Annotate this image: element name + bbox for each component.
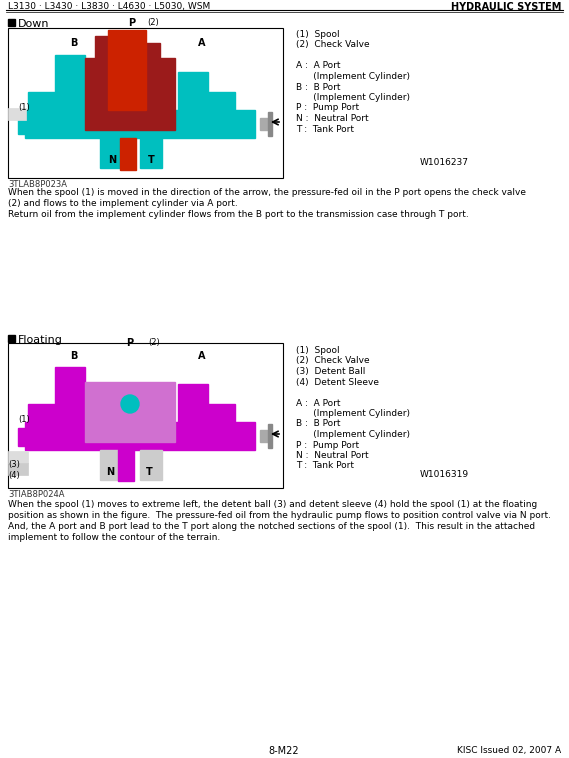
Text: T: T (148, 155, 155, 165)
Bar (268, 112, 272, 136)
Text: (2)  Check Valve: (2) Check Valve (296, 40, 370, 49)
Bar (85, 382, 175, 442)
Bar (108, 30, 146, 110)
Text: T :  Tank Port: T : Tank Port (296, 462, 354, 471)
Bar (8, 335, 15, 342)
Text: (4): (4) (8, 471, 20, 480)
Text: 8-M22: 8-M22 (269, 746, 299, 756)
Bar (140, 43, 160, 58)
Text: B: B (70, 351, 77, 361)
Text: (3)  Detent Ball: (3) Detent Ball (296, 367, 365, 376)
Text: (Implement Cylinder): (Implement Cylinder) (296, 93, 410, 102)
Text: HYDRAULIC SYSTEM: HYDRAULIC SYSTEM (451, 2, 561, 12)
Bar (118, 449, 134, 481)
Text: position as shown in the figure.  The pressure-fed oil from the hydraulic pump f: position as shown in the figure. The pre… (8, 511, 551, 520)
Text: (2): (2) (147, 18, 159, 27)
Bar (8, 108, 26, 120)
Text: W1016237: W1016237 (420, 158, 469, 167)
Text: When the spool (1) moves to extreme left, the detent ball (3) and detent sleeve : When the spool (1) moves to extreme left… (8, 500, 537, 509)
Bar (18, 428, 36, 446)
Bar (140, 450, 162, 480)
Bar (95, 36, 115, 58)
Text: implement to follow the contour of the terrain.: implement to follow the contour of the t… (8, 533, 220, 542)
Text: (Implement Cylinder): (Implement Cylinder) (296, 409, 410, 418)
Bar (120, 138, 136, 170)
Text: A :  A Port: A : A Port (296, 399, 340, 408)
Text: (3): (3) (8, 460, 20, 469)
Text: Floating: Floating (18, 335, 63, 345)
Bar (178, 72, 208, 110)
Bar (18, 116, 36, 134)
Text: 3TIAB8P024A: 3TIAB8P024A (8, 490, 64, 499)
Text: (2)  Check Valve: (2) Check Valve (296, 356, 370, 365)
Bar (140, 138, 162, 168)
Text: Down: Down (18, 19, 50, 29)
Text: B: B (70, 38, 77, 48)
Text: L3130 · L3430 · L3830 · L4630 · L5030, WSM: L3130 · L3430 · L3830 · L4630 · L5030, W… (8, 2, 211, 11)
Text: A: A (198, 38, 205, 48)
Bar (8, 451, 28, 463)
Bar (55, 367, 85, 422)
Bar (55, 55, 85, 110)
Bar (28, 404, 58, 422)
Text: (1): (1) (18, 415, 30, 424)
Text: (2) and flows to the implement cylinder via A port.: (2) and flows to the implement cylinder … (8, 199, 238, 208)
Bar (180, 92, 235, 110)
Text: (1)  Spool: (1) Spool (296, 346, 340, 355)
Bar (8, 19, 15, 26)
Text: Return oil from the implement cylinder flows from the B port to the transmission: Return oil from the implement cylinder f… (8, 210, 469, 219)
Text: W1016319: W1016319 (420, 470, 469, 479)
Text: T :  Tank Port: T : Tank Port (296, 124, 354, 133)
Text: B :  B Port: B : B Port (296, 83, 340, 92)
Bar (178, 384, 208, 422)
Bar (8, 343, 283, 488)
Bar (25, 110, 255, 138)
Bar (25, 422, 255, 450)
Text: A: A (198, 351, 205, 361)
Text: When the spool (1) is moved in the direction of the arrow, the pressure-fed oil : When the spool (1) is moved in the direc… (8, 188, 526, 197)
Text: T: T (146, 467, 152, 477)
Text: B :  B Port: B : B Port (296, 419, 340, 428)
Text: (Implement Cylinder): (Implement Cylinder) (296, 430, 410, 439)
Text: 3TLAB8P023A: 3TLAB8P023A (8, 180, 67, 189)
Text: N: N (106, 467, 114, 477)
Bar (100, 450, 122, 480)
Text: (1): (1) (18, 103, 30, 112)
Bar (268, 424, 272, 448)
Text: N :  Neutral Port: N : Neutral Port (296, 114, 369, 123)
Bar (180, 404, 235, 422)
Text: KISC Issued 02, 2007 A: KISC Issued 02, 2007 A (457, 746, 561, 755)
Bar (8, 463, 28, 475)
Text: N: N (108, 155, 116, 165)
Text: And, the A port and B port lead to the T port along the notched sections of the : And, the A port and B port lead to the T… (8, 522, 535, 531)
Text: P: P (126, 338, 133, 348)
Text: (Implement Cylinder): (Implement Cylinder) (296, 72, 410, 81)
Text: (4)  Detent Sleeve: (4) Detent Sleeve (296, 377, 379, 387)
Text: (1)  Spool: (1) Spool (296, 30, 340, 39)
Circle shape (121, 395, 139, 413)
Text: P :  Pump Port: P : Pump Port (296, 440, 359, 449)
Text: A :  A Port: A : A Port (296, 61, 340, 70)
Bar (8, 28, 283, 178)
Text: N :  Neutral Port: N : Neutral Port (296, 451, 369, 460)
Bar (100, 138, 122, 168)
Bar (260, 430, 268, 442)
Bar (28, 92, 58, 110)
Text: P :  Pump Port: P : Pump Port (296, 104, 359, 112)
Text: P: P (128, 18, 135, 28)
Text: (2): (2) (148, 338, 160, 347)
Bar (85, 58, 175, 130)
Bar (260, 118, 268, 130)
